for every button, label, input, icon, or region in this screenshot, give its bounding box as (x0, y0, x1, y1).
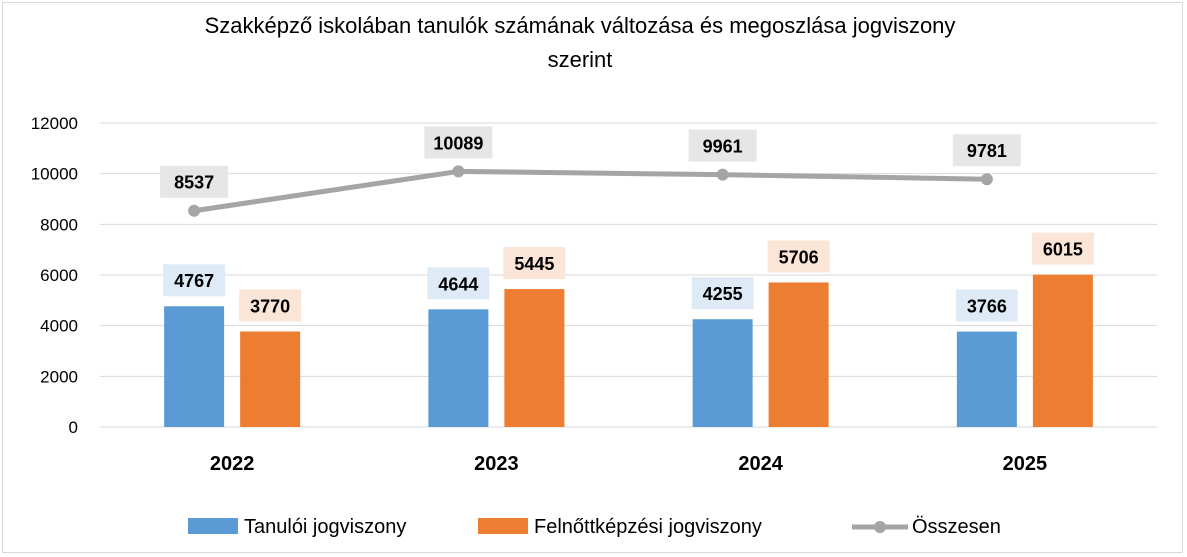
data-label: 4644 (438, 274, 478, 294)
total-label: 9781 (967, 141, 1007, 161)
total-label: 10089 (433, 133, 483, 153)
bar-felnottkepzesi (240, 331, 301, 427)
y-tick-label: 12000 (31, 114, 78, 133)
data-label: 4767 (174, 271, 214, 291)
legend-label: Tanulói jogviszony (244, 516, 406, 538)
legend: Tanulói jogviszony Felnőttképzési jogvisz… (188, 516, 1001, 538)
x-category-label: 2023 (474, 453, 519, 475)
data-label-bg (427, 267, 490, 300)
legend-label: Felnőttképzési jogviszony (534, 516, 762, 538)
data-label-bg (239, 289, 302, 322)
data-label-bg (691, 277, 754, 310)
bar-tanuloi (164, 306, 225, 427)
total-label-bg (688, 129, 757, 162)
y-tick-label: 10000 (31, 165, 78, 184)
y-tick-label: 2000 (40, 367, 78, 386)
total-label-bg (160, 165, 229, 198)
data-label: 4255 (703, 284, 743, 304)
data-label-bg (767, 240, 830, 273)
data-label-bg (955, 289, 1018, 322)
total-line-path (193, 168, 987, 214)
total-point (452, 165, 465, 178)
bar-felnottkepzesi (504, 289, 565, 427)
total-line (188, 165, 993, 217)
chart-title-line1: Szakképző iskolában tanulók számának vál… (205, 13, 956, 38)
x-category-label: 2024 (738, 453, 783, 475)
total-label: 9961 (703, 137, 743, 157)
x-axis: 2022 2023 2024 2025 (210, 453, 1047, 475)
legend-swatch (478, 518, 528, 534)
total-point (980, 173, 993, 186)
data-label-bg (163, 264, 226, 297)
bar-tanuloi (956, 331, 1017, 427)
data-label: 6015 (1043, 240, 1083, 260)
legend-swatch (188, 518, 238, 534)
bar-felnottkepzesi (768, 282, 829, 427)
data-label: 5706 (779, 247, 819, 267)
bar-tanuloi (692, 319, 753, 427)
x-category-label: 2022 (210, 453, 255, 475)
legend-label: Összesen (912, 516, 1001, 538)
y-tick-label: 8000 (40, 215, 78, 234)
data-label: 3766 (967, 297, 1007, 317)
total-label-bg (424, 126, 493, 159)
data-label: 3770 (250, 296, 290, 316)
y-tick-label: 0 (69, 418, 78, 437)
bar-tanuloi (428, 309, 489, 427)
chart-title-line2: szerint (548, 47, 613, 72)
total-point (716, 168, 729, 181)
bar-felnottkepzesi (1032, 274, 1093, 427)
data-label-bg (503, 247, 566, 280)
bars (164, 274, 1093, 427)
total-label-bg (952, 134, 1021, 167)
y-axis: 0 2000 4000 6000 8000 10000 12000 (31, 114, 78, 437)
y-tick-label: 6000 (40, 266, 78, 285)
legend-marker (874, 521, 886, 533)
data-label-bg (1031, 232, 1094, 265)
x-category-label: 2025 (1003, 453, 1048, 475)
data-labels: 4767 4644 4255 3766 3770 5445 5706 6015 8537 1008… (160, 126, 1094, 322)
total-point (188, 204, 201, 217)
y-tick-label: 4000 (40, 317, 78, 336)
total-label: 8537 (174, 173, 214, 193)
data-label: 5445 (514, 254, 554, 274)
